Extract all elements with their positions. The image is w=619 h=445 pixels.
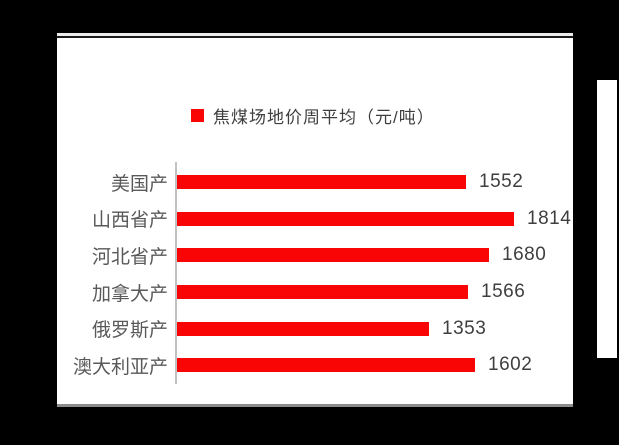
chart-row: 俄罗斯产 1353 — [57, 310, 573, 347]
chart-legend: 焦煤场地价周平均（元/吨） — [191, 103, 435, 127]
y-axis-line — [175, 162, 177, 384]
category-label: 山西省产 — [91, 210, 168, 232]
legend-label: 焦煤场地价周平均（元/吨） — [213, 107, 435, 127]
category-label: 澳大利亚产 — [72, 356, 168, 378]
right-white-strip — [597, 80, 617, 358]
bar — [177, 211, 514, 226]
category-label: 河北省产 — [91, 246, 168, 268]
legend-marker-icon — [191, 108, 204, 122]
category-label: 加拿大产 — [91, 283, 168, 305]
chart-row: 加拿大产 1566 — [57, 274, 573, 311]
bar — [177, 285, 468, 300]
value-label: 1680 — [502, 244, 547, 266]
bar — [177, 358, 475, 373]
value-label: 1353 — [442, 317, 487, 339]
chart-card: 焦煤场地价周平均（元/吨） 美国产 1552 山西省产 1814 河北省产 1680 加拿大… — [57, 33, 573, 407]
chart-row: 山西省产 1814 — [57, 201, 573, 238]
bar — [177, 321, 429, 336]
bar — [177, 248, 489, 263]
chart-row: 澳大利亚产 1602 — [57, 347, 573, 384]
card-top-dark-border — [57, 36, 573, 38]
category-label: 美国产 — [110, 173, 168, 195]
chart-rows: 美国产 1552 山西省产 1814 河北省产 1680 加拿大产 1566 俄罗斯产 1353 澳… — [57, 164, 573, 384]
chart-row: 美国产 1552 — [57, 164, 573, 201]
bar — [177, 175, 466, 190]
card-top-light-border — [57, 33, 573, 36]
bar-chart-plot: 美国产 1552 山西省产 1814 河北省产 1680 加拿大产 1566 俄罗斯产 1353 澳… — [57, 162, 573, 390]
value-label: 1552 — [479, 171, 524, 193]
card-bottom-border — [57, 404, 573, 407]
category-label: 俄罗斯产 — [91, 320, 168, 342]
value-label: 1566 — [481, 281, 526, 303]
chart-row: 河北省产 1680 — [57, 237, 573, 274]
value-label: 1602 — [488, 354, 533, 376]
value-label: 1814 — [527, 207, 572, 229]
